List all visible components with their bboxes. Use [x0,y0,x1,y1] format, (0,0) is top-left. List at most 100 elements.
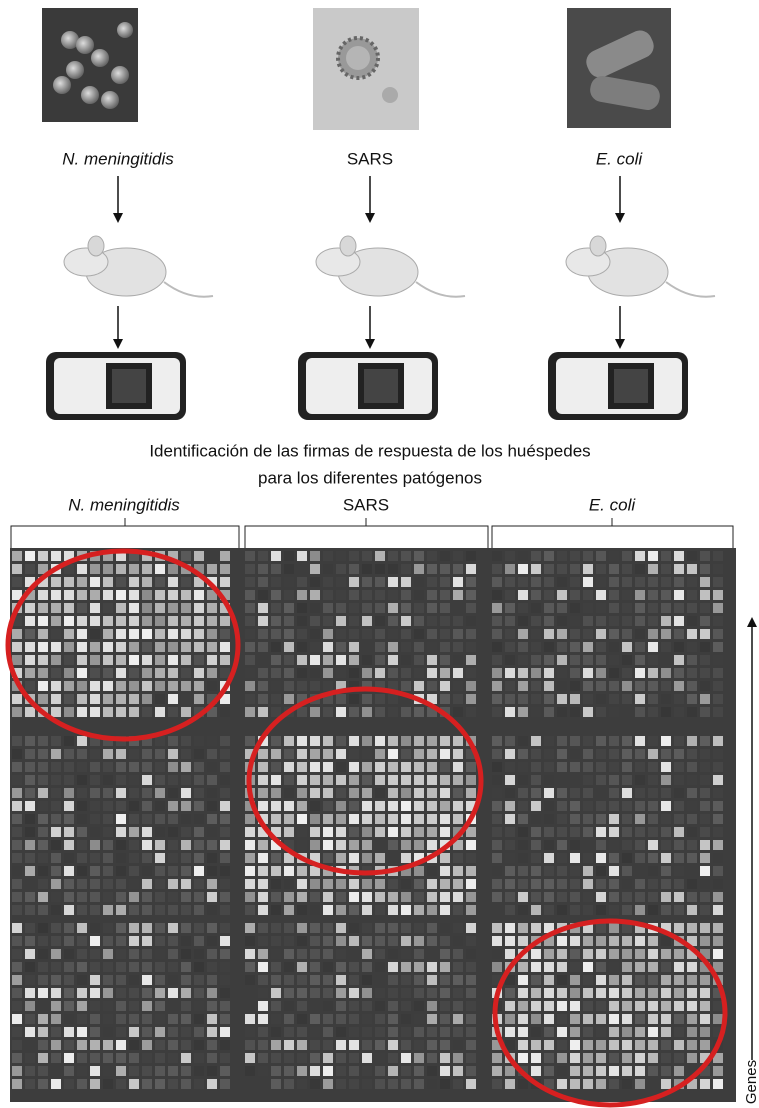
heatmap-cell [116,1079,126,1089]
heatmap-cell [155,1027,165,1037]
heatmap-cell [622,892,632,902]
heatmap-cell [505,736,515,746]
heatmap-cell [129,1066,139,1076]
heatmap-cell [427,590,437,600]
heatmap-cell [271,840,281,850]
heatmap-cell [168,879,178,889]
heatmap-cell [453,814,463,824]
heatmap-cell [310,577,320,587]
heatmap-cell [453,801,463,811]
heatmap-cell [427,840,437,850]
heatmap-cell [583,949,593,959]
heatmap-cell [116,1053,126,1063]
heatmap-cell [492,840,502,850]
heatmap-cell [194,668,204,678]
heatmap-cell [38,988,48,998]
heatmap-cell [310,892,320,902]
heatmap-cell [297,1014,307,1024]
heatmap-cell [466,1053,476,1063]
heatmap-cell [90,1014,100,1024]
heatmap-cell [310,840,320,850]
heatmap-cell [258,694,268,704]
heatmap-cell [453,694,463,704]
heatmap-cell [505,866,515,876]
heatmap-cell [661,988,671,998]
heatmap-cell [12,629,22,639]
heatmap-cell [116,655,126,665]
heatmap-cell [596,655,606,665]
heatmap-cell [129,603,139,613]
heatmap-cell [453,853,463,863]
heatmap-cell [129,988,139,998]
heatmap-cell [427,1014,437,1024]
heatmap-cell [648,762,658,772]
heatmap-cell [51,642,61,652]
heatmap-cell [583,975,593,985]
heatmap-cell [258,590,268,600]
heatmap-cell [336,1053,346,1063]
heatmap-cell [557,577,567,587]
heatmap-cell [674,853,684,863]
heatmap-cell [609,1053,619,1063]
heatmap-cell [492,707,502,717]
heatmap-cell [466,564,476,574]
heatmap-cell [596,840,606,850]
heatmap-cell [427,892,437,902]
heatmap-cell [362,827,372,837]
heatmap-cell [518,905,528,915]
heatmap-cell [258,655,268,665]
heatmap-cell [77,749,87,759]
heatmap-cell [375,694,385,704]
heatmap-cell [142,975,152,985]
heatmap-cell [648,905,658,915]
heatmap-cell [168,892,178,902]
heatmap-cell [362,975,372,985]
heatmap-cell [362,788,372,798]
chip-array-inner [614,369,648,403]
heatmap-cell [271,1040,281,1050]
heatmap-cell [648,616,658,626]
heatmap-cell [271,879,281,889]
heatmap-cell [427,988,437,998]
heatmap-cell [713,892,723,902]
heatmap-cell [440,681,450,691]
heatmap-cell [414,775,424,785]
heatmap-cell [142,1053,152,1063]
heatmap-cell [323,866,333,876]
heatmap-cell [297,1040,307,1050]
heatmap-cell [194,814,204,824]
heatmap-cell [440,879,450,889]
heatmap-cell [323,1053,333,1063]
heatmap-cell [129,590,139,600]
heatmap-cell [700,707,710,717]
heatmap-cell [427,681,437,691]
heatmap-cell [194,775,204,785]
heatmap-cell [687,1066,697,1076]
heatmap-cell [557,629,567,639]
heatmap-cell [557,788,567,798]
heatmap-cell [64,879,74,889]
heatmap-cell [349,962,359,972]
heatmap-cell [713,1014,723,1024]
heatmap-cell [544,668,554,678]
heatmap-cell [103,1040,113,1050]
heatmap-cell [336,629,346,639]
heatmap-cell [64,694,74,704]
heatmap-cell [181,962,191,972]
heatmap-cell [77,1079,87,1089]
heatmap-cell [375,551,385,561]
heatmap-cell [453,1027,463,1037]
heatmap-cell [583,642,593,652]
heatmap-cell [64,1027,74,1037]
heatmap-cell [12,1014,22,1024]
heatmap-cell [181,1053,191,1063]
heatmap-cell [64,923,74,933]
heatmap-cell [635,814,645,824]
heatmap-cell [401,655,411,665]
heatmap-cell [700,1066,710,1076]
heatmap-cell [142,949,152,959]
heatmap-cell [388,1014,398,1024]
heatmap-cell [349,775,359,785]
heatmap-cell [25,1066,35,1076]
heatmap-cell [713,1079,723,1089]
